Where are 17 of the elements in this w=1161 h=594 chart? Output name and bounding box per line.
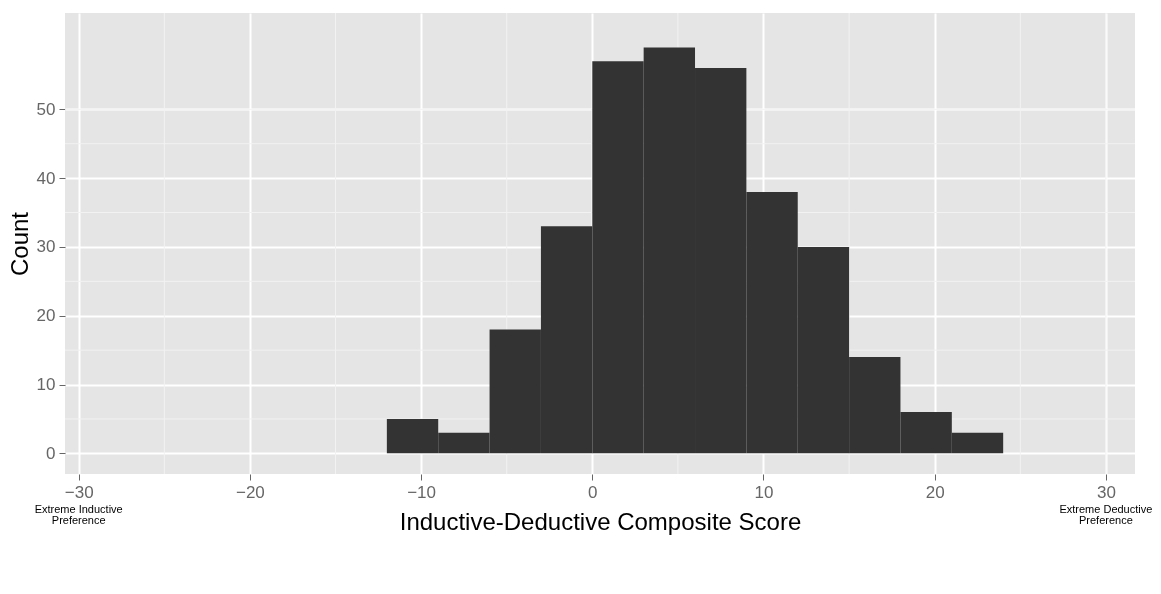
- x-tick-label: 0: [588, 482, 598, 502]
- y-tick-label: 20: [36, 306, 56, 326]
- x-tick-label: −30: [64, 482, 94, 502]
- text: Extreme Inductive Preference: [34, 503, 123, 526]
- text: Extreme Deductive Preference: [1059, 503, 1153, 526]
- x-tick-label: 10: [754, 482, 774, 502]
- x-tick-label: −10: [407, 482, 437, 502]
- y-tick-label: 30: [36, 237, 56, 257]
- y-axis-title: Count: [5, 211, 33, 277]
- y-tick-label: 0: [46, 443, 56, 463]
- x-tick-label: 20: [925, 482, 945, 502]
- x-tick-label: −20: [235, 482, 265, 502]
- x-tick-label: 30: [1096, 482, 1116, 502]
- y-tick-label: 40: [36, 168, 56, 188]
- x-axis-title: Inductive-Deductive Composite Score: [399, 507, 802, 535]
- y-tick-label: 50: [36, 99, 56, 119]
- y-tick-label: 10: [36, 375, 56, 395]
